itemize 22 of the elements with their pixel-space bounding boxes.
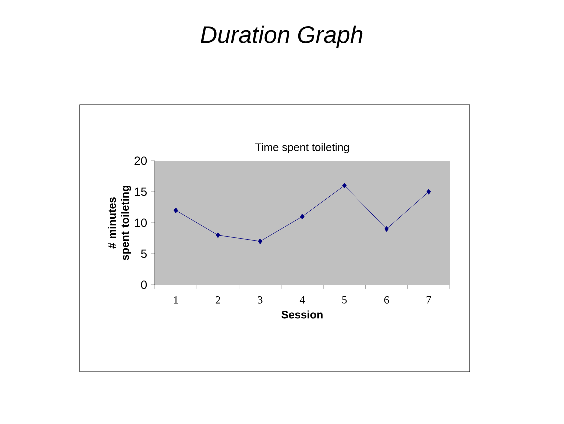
point bbox=[426, 189, 432, 195]
x-tick-label: 6 bbox=[384, 296, 390, 304]
x-tick-label: 5 bbox=[342, 296, 347, 304]
y-tick-label: 5 bbox=[141, 250, 147, 258]
x-tick-label: 4 bbox=[300, 296, 306, 304]
y-tick-label: 10 bbox=[135, 218, 148, 228]
point bbox=[300, 214, 305, 220]
chart-title: Duration Graph bbox=[201, 26, 363, 48]
point bbox=[174, 208, 178, 214]
point bbox=[342, 182, 347, 189]
y-tick-label: 20 bbox=[134, 156, 148, 166]
x-tick-label: 1 bbox=[174, 296, 178, 304]
y-tick-label: 15 bbox=[135, 188, 147, 196]
x-axis-title: Session bbox=[282, 310, 323, 319]
x-tick-label: 7 bbox=[426, 296, 432, 304]
point bbox=[258, 238, 263, 244]
point bbox=[216, 232, 220, 238]
y-axis-title: # minutes spent toileting bbox=[108, 186, 132, 260]
chart-subtitle: Time spent toileting bbox=[255, 143, 350, 154]
y-tick-label: 0 bbox=[141, 280, 148, 290]
x-tick-label: 3 bbox=[258, 296, 263, 304]
x-tick-label: 2 bbox=[216, 296, 220, 304]
